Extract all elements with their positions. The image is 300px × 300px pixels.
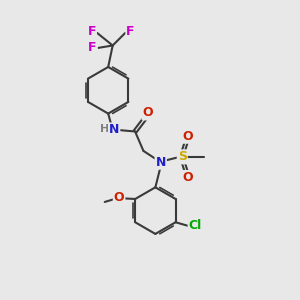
Text: N: N bbox=[109, 124, 119, 136]
Text: Cl: Cl bbox=[189, 219, 202, 232]
Text: N: N bbox=[156, 156, 166, 169]
Text: O: O bbox=[183, 171, 193, 184]
Text: H: H bbox=[100, 124, 109, 134]
Text: O: O bbox=[114, 191, 124, 204]
Text: O: O bbox=[142, 106, 153, 119]
Text: F: F bbox=[126, 25, 135, 38]
Text: F: F bbox=[88, 41, 97, 54]
Text: F: F bbox=[88, 25, 96, 38]
Text: S: S bbox=[178, 150, 187, 164]
Text: O: O bbox=[183, 130, 193, 143]
